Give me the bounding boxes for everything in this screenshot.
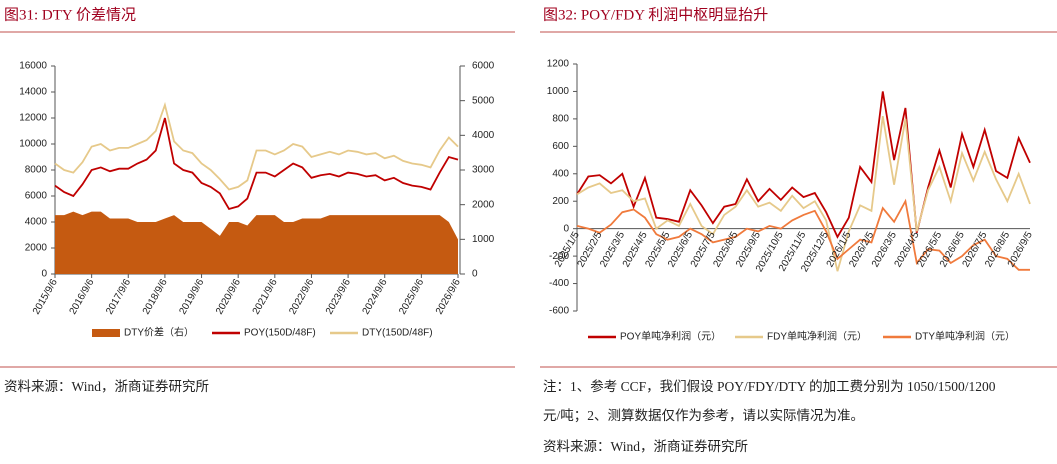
- x-tick-label: 2025/9/6: [397, 277, 426, 317]
- x-tick-label: 2016/9/6: [68, 277, 97, 317]
- x-tick-label: 2021/9/6: [251, 277, 280, 317]
- line: [576, 91, 1031, 239]
- y-tick-label: 600: [552, 141, 569, 152]
- x-tick-label: 2023/9/6: [324, 277, 353, 317]
- legend-swatch: [92, 329, 120, 337]
- y2-tick-label: 0: [472, 269, 478, 280]
- figure-title: 图31: DTY 价差情况: [4, 6, 136, 23]
- y-tick-label: 400: [552, 168, 569, 179]
- legend-label: DTY单吨净利润（元）: [915, 330, 1015, 343]
- y2-tick-label: 6000: [472, 61, 495, 72]
- y-tick-label: -600: [549, 306, 569, 317]
- y-tick-label: 0: [41, 269, 47, 280]
- y-tick-label: 0: [563, 223, 569, 234]
- area: [55, 211, 458, 274]
- legend-label: POY(150D/48F): [244, 328, 316, 339]
- y-tick-label: 800: [552, 114, 569, 125]
- legend-label: POY单吨净利润（元）: [620, 330, 721, 343]
- y2-tick-label: 2000: [472, 199, 495, 210]
- line: [576, 115, 1031, 272]
- x-tick-label: 2024/9/6: [361, 277, 390, 317]
- source: 资料来源：Wind，浙商证券研究所: [543, 439, 748, 454]
- y-tick-label: 14000: [19, 87, 47, 98]
- source: 资料来源：Wind，浙商证券研究所: [4, 379, 209, 394]
- x-tick-label: 2019/9/6: [177, 277, 206, 317]
- y-tick-label: 8000: [25, 165, 48, 176]
- legend-label: FDY单吨净利润（元）: [767, 330, 867, 343]
- x-tick-label: 2017/9/6: [104, 277, 133, 317]
- line: [576, 198, 1030, 271]
- line: [54, 117, 459, 211]
- y-tick-label: -200: [549, 251, 569, 262]
- y2-tick-label: 3000: [472, 165, 495, 176]
- legend-label: DTY(150D/48F): [362, 328, 433, 339]
- x-tick-label: 2022/9/6: [287, 277, 316, 317]
- y2-tick-label: 5000: [472, 95, 495, 106]
- x-tick-label: 2020/9/6: [214, 277, 243, 317]
- legend-label: DTY价差（右）: [124, 326, 194, 339]
- y-tick-label: 2000: [25, 243, 48, 254]
- note: 元/吨；2、测算数据仅作为参考，请以实际情况为准。: [543, 407, 864, 424]
- x-tick-label: 2015/9/6: [31, 277, 60, 317]
- y-tick-label: 10000: [19, 139, 47, 150]
- line: [54, 101, 459, 191]
- y2-tick-label: 4000: [472, 130, 495, 141]
- figure-title: 图32: POY/FDY 利润中枢明显抬升: [543, 6, 768, 23]
- y-tick-label: 16000: [19, 61, 47, 72]
- x-tick-label: 2018/9/6: [141, 277, 170, 317]
- y-tick-label: 4000: [25, 217, 48, 228]
- x-tick-label: 2026/9/6: [434, 277, 463, 317]
- y-tick-label: 6000: [25, 191, 48, 202]
- y2-tick-label: 1000: [472, 234, 495, 245]
- y-tick-label: 200: [552, 196, 569, 207]
- y-tick-label: 1200: [547, 59, 570, 70]
- y-tick-label: -400: [549, 278, 569, 289]
- y-tick-label: 1000: [547, 86, 570, 97]
- note: 注：1、参考 CCF，我们假设 POY/FDY/DTY 的加工费分别为 1050…: [543, 378, 996, 394]
- y-tick-label: 12000: [19, 113, 47, 124]
